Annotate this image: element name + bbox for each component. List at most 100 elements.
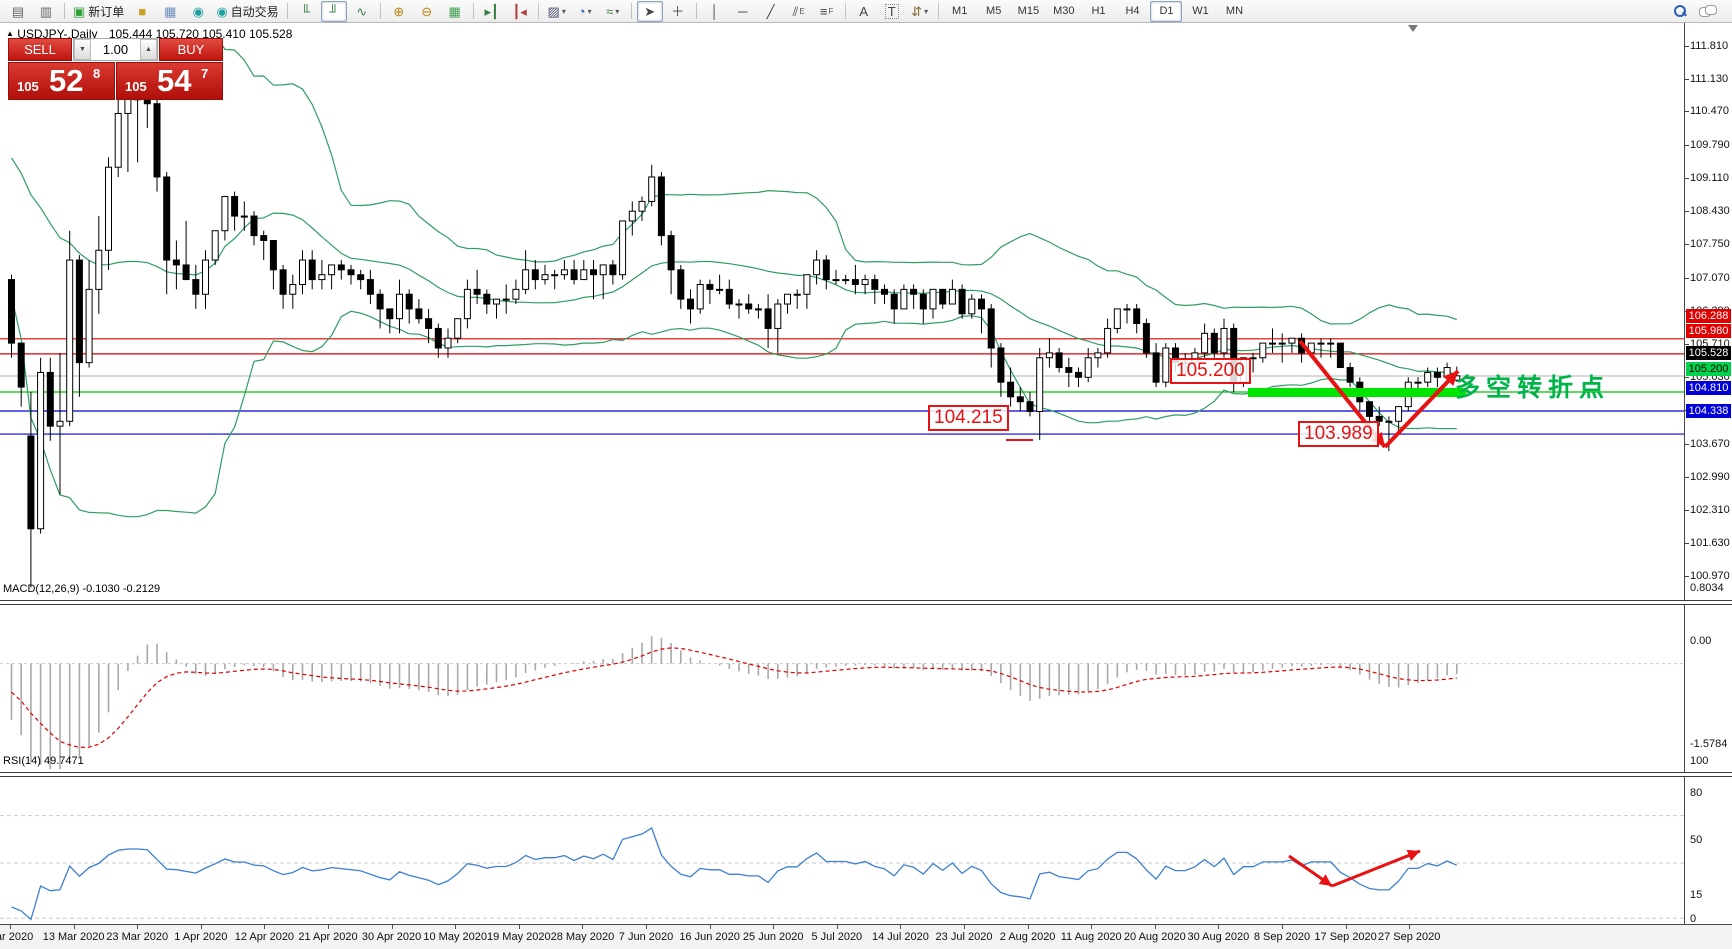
date-tick-mark [455, 925, 457, 929]
chat-button[interactable] [1695, 1, 1721, 22]
icon-subscript: F [828, 6, 834, 16]
crosshair-button[interactable]: ＋ [665, 1, 691, 22]
data-window-button[interactable]: ▦ [157, 1, 183, 22]
templates-button[interactable]: ▨ ▾ [544, 1, 570, 22]
signals-icon: ◉ [192, 3, 204, 19]
volume-decrease-button[interactable]: ▼ [74, 39, 91, 60]
timeframe-mn-button[interactable]: MN [1225, 5, 1244, 17]
timeframe-d1-button[interactable]: D1 [1150, 0, 1183, 22]
date-tick-label: 21 Apr 2020 [298, 931, 358, 943]
dropdown-arrow-icon[interactable]: ▾ [615, 6, 620, 16]
sell-button[interactable]: SELL [8, 38, 72, 61]
channel-icon: ⫽ [792, 3, 799, 19]
price-tick-label: 110.470 [1690, 105, 1729, 118]
autotrading-button[interactable]: ◉ 自动交易 [213, 1, 281, 22]
timeframe-m15-button[interactable]: M15 [1017, 5, 1040, 17]
cursor-button[interactable]: ➤ [636, 0, 663, 22]
new-order-button[interactable]: ▣ 新订单 [70, 1, 127, 22]
date-tick-mark [200, 925, 202, 929]
line-chart-button[interactable]: ∿ [349, 1, 375, 22]
date-tick-label: 5 Jul 2020 [811, 931, 863, 943]
price-tick-label: 102.310 [1690, 504, 1730, 517]
templates-icon: ▨ [547, 3, 560, 19]
date-tick-label: 14 Jul 2020 [871, 931, 929, 943]
icon-subscript: E [799, 6, 805, 16]
dropdown-arrow-icon[interactable]: ▾ [924, 6, 929, 16]
macd-panel-divider[interactable] [0, 600, 1732, 605]
price-axis-border [1684, 23, 1685, 924]
indicators-button[interactable]: ≈ ▾ [600, 1, 626, 22]
sell-price-display[interactable]: 105 52 8 [8, 62, 115, 100]
new-chart-button[interactable]: ▤ [5, 1, 31, 22]
zoom-in-button[interactable]: ⊕ [386, 1, 412, 22]
timeframe-w1-button[interactable]: W1 [1192, 5, 1209, 17]
rsi-15-label: 15 [1690, 889, 1703, 902]
timeframe-h1-button[interactable]: H1 [1091, 5, 1106, 17]
chart-shift-button[interactable]: ┃◂ [507, 1, 533, 22]
bottom-price-label[interactable]: 103.989 [1298, 421, 1379, 447]
buy-price-display[interactable]: 105 54 7 [116, 62, 223, 100]
toolbar-separator [472, 3, 474, 19]
price-marker-105.200: 105.200 [1686, 361, 1731, 376]
support-price-label[interactable]: 105.200 [1170, 358, 1251, 384]
arrows-button[interactable]: ⇵ ▾ [907, 1, 933, 22]
text-label-icon: T [884, 3, 899, 19]
profiles-button[interactable]: ▥ [33, 1, 59, 22]
autotrading-button-label: 自动交易 [230, 4, 279, 19]
sell-price-big: 52 [49, 63, 84, 98]
chart-shift-marker-icon[interactable] [1408, 25, 1418, 32]
rsi-panel-divider[interactable] [0, 772, 1732, 777]
timeframe-h4-button[interactable]: H4 [1125, 5, 1140, 17]
channel-button[interactable]: ⫽ E [786, 1, 812, 22]
periods-icon: ◔ [577, 3, 586, 19]
dropdown-arrow-icon[interactable]: ▾ [561, 6, 566, 16]
text-label-button[interactable]: T [879, 1, 905, 22]
auto-scroll-icon: ▸┃ [484, 3, 499, 19]
price-tick-mark [1684, 177, 1689, 179]
volume-increase-button[interactable]: ▲ [140, 39, 157, 60]
price-tick-label: 109.790 [1690, 138, 1730, 151]
bar-chart-button[interactable]: ╙ [293, 1, 319, 22]
auto-scroll-button[interactable]: ▸┃ [479, 1, 505, 22]
zoom-out-button[interactable]: ⊖ [414, 1, 440, 22]
turning-point-note[interactable]: 多空转折点 [1455, 374, 1611, 402]
date-tick-mark [328, 925, 329, 929]
text-button[interactable]: A [851, 1, 877, 22]
periods-button[interactable]: ◔ ▾ [572, 1, 598, 22]
tile-windows-button[interactable]: ▦ [442, 1, 468, 22]
search-button[interactable] [1667, 1, 1693, 22]
volume-input[interactable]: 1.00 [102, 42, 129, 57]
price-tick-mark [1684, 510, 1689, 512]
date-tick-label: 10 May 2020 [423, 931, 487, 943]
market-watch-button[interactable]: ■ [129, 1, 155, 22]
candlestick-button[interactable]: ╜ [320, 0, 347, 22]
date-tick-label: 11 Aug 2020 [1060, 931, 1122, 943]
candlestick-icon: ╜ [329, 3, 339, 19]
timeframe-m30-button[interactable]: M30 [1053, 5, 1075, 17]
rsi-80-label: 80 [1690, 786, 1703, 799]
dropdown-arrow-icon[interactable]: ▾ [587, 6, 592, 16]
timeframe-m1-button[interactable]: M1 [952, 5, 968, 17]
vline-button[interactable]: │ [702, 1, 728, 22]
main-chart-canvas[interactable] [0, 46, 1684, 600]
buy-button[interactable]: BUY [159, 38, 223, 61]
price-tick-mark [1684, 344, 1689, 346]
date-tick-mark [1409, 925, 1411, 929]
macd-max-label: 0.8034 [1690, 581, 1724, 594]
macd-indicator-canvas[interactable] [0, 604, 1684, 771]
buy-price-base: 105 [125, 79, 147, 94]
vline-icon: │ [710, 3, 719, 19]
signals-button[interactable]: ◉ [185, 1, 211, 22]
date-tick-label: 30 Aug 2020 [1187, 931, 1250, 943]
date-tick-label: 2 Aug 2020 [999, 931, 1056, 943]
price-tick-mark [1684, 543, 1689, 545]
rsi-indicator-canvas[interactable] [0, 776, 1684, 944]
hline-button[interactable]: ─ [730, 1, 756, 22]
swing-low-price-label[interactable]: 104.215 [928, 405, 1009, 431]
trendline-button[interactable]: ╱ [758, 1, 784, 22]
fibonacci-button[interactable]: ≡ F [814, 1, 840, 22]
date-tick-label: Mar 2020 [0, 931, 34, 943]
timeframe-m5-button[interactable]: M5 [986, 5, 1002, 17]
